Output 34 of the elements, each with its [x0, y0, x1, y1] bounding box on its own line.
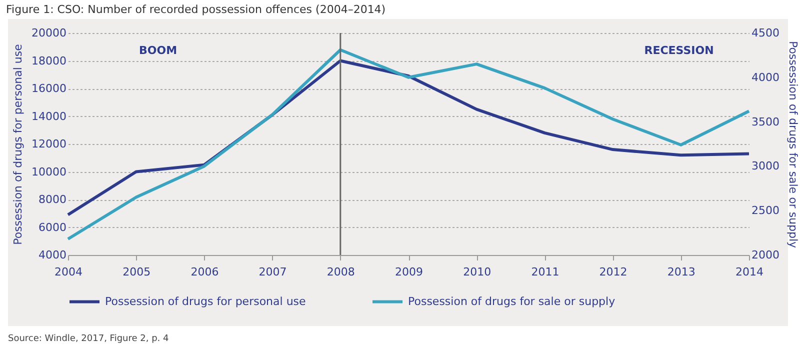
x-tick-label: 2014 — [736, 266, 764, 278]
x-tick-label: 2009 — [395, 266, 423, 278]
source-note: Source: Windle, 2017, Figure 2, p. 4 — [7, 333, 170, 344]
x-tick-label: 2010 — [463, 266, 492, 278]
y-tick-label: 8000 — [38, 193, 66, 206]
y2-tick-label: 3000 — [752, 160, 780, 173]
x-tick-label: 2012 — [599, 266, 628, 278]
y-axis-title: Possession of drugs for personal use — [12, 44, 25, 245]
y2-tick-label: 3500 — [752, 115, 780, 128]
chart-title: Figure 1: CSO: Number of recorded possession offences (2004–2014) — [5, 2, 387, 18]
x-tick-label: 2011 — [531, 266, 560, 278]
y-tick-label: 4000 — [38, 248, 66, 262]
legend-label: Possession of drugs for sale or supply — [408, 294, 616, 308]
y2-tick-label: 2500 — [752, 204, 780, 218]
annotation: RECESSION — [644, 44, 714, 57]
x-tick-label: 2004 — [54, 266, 82, 278]
y-tick-label: 12000 — [32, 138, 66, 150]
y-tick-label: 20000 — [32, 26, 66, 40]
annotation: BOOM — [138, 44, 178, 57]
x-tick-label: 2006 — [190, 266, 219, 278]
x-tick-label: 2007 — [258, 266, 287, 278]
legend-label: Possession of drugs for personal use — [105, 294, 306, 308]
x-tick-label: 2013 — [667, 266, 696, 278]
y-tick-label: 10000 — [32, 165, 66, 178]
x-tick-label: 2005 — [122, 266, 151, 278]
y2-axis-title: Possession of drugs for sale or supply — [786, 40, 800, 249]
y-tick-label: 18000 — [32, 54, 66, 68]
y-tick-label: 14000 — [32, 110, 66, 123]
y-tick-label: 16000 — [32, 82, 66, 95]
y2-tick-label: 4000 — [752, 70, 780, 84]
y2-tick-label: 4500 — [752, 26, 780, 40]
y2-tick-label: 2000 — [752, 248, 780, 262]
x-tick-label: 2008 — [326, 266, 355, 278]
y-tick-label: 6000 — [38, 220, 66, 234]
